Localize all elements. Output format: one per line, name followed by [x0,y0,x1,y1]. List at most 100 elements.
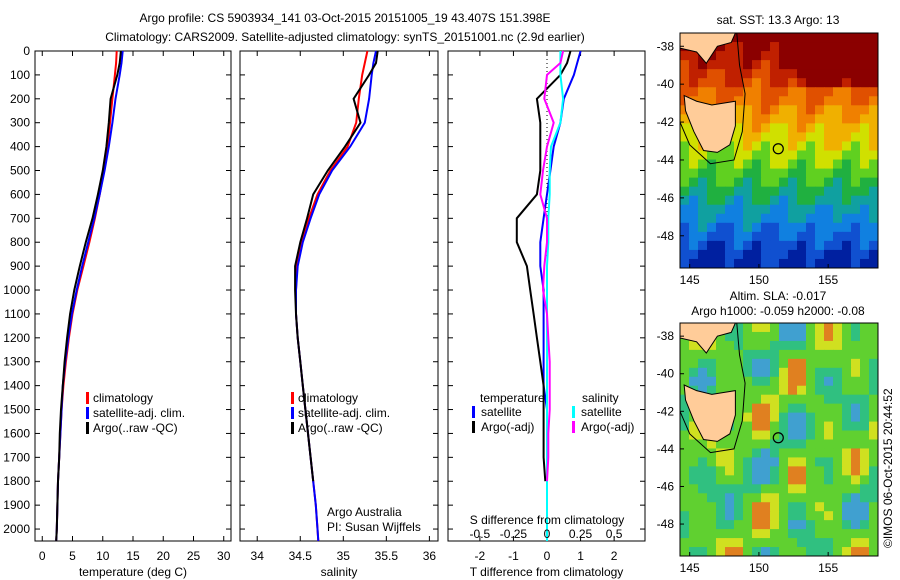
y-tick-label: 1800 [3,474,30,488]
map-cell [770,141,780,151]
y-tick-label: 1100 [4,307,30,321]
map-cell [734,403,744,414]
y-tick-label: 500 [10,164,30,178]
map-cell [752,358,762,369]
map-cell [698,240,708,251]
map-cell [797,69,807,79]
map-cell [716,493,726,503]
map-cell [689,421,699,432]
map-cell [770,538,780,548]
map-cell [806,249,816,260]
y-tick-label: 200 [10,92,30,106]
panel-3: -2 -1 0 1 2 T difference from climatology temp… [447,50,646,579]
map-cell [815,195,825,206]
map-cell [797,412,807,423]
map-cell [869,331,879,342]
map-cell [797,258,807,269]
map-cell [860,204,870,215]
map-cell [707,457,717,467]
map-cell [761,69,771,79]
map-cell [860,457,870,467]
map-cell [824,358,834,369]
map-cell [707,204,717,215]
map-cell [788,78,798,88]
y-tick-label: 600 [10,187,30,201]
map-cell [734,177,744,188]
map-cell [815,349,825,360]
map-cell [851,403,861,414]
map-cell [770,204,780,215]
map-cell [806,240,816,251]
map-cell [716,448,726,458]
map-cell [842,168,852,179]
map-cell [770,177,780,188]
map-cell [725,349,735,360]
map-cell [824,457,834,467]
map-cell [734,240,744,251]
map-cell [815,123,825,133]
map-cell [689,511,699,521]
map-cell [707,96,717,106]
map-cell [869,222,879,233]
map-cell [689,195,699,206]
map-cell [806,42,816,52]
map-cell [761,421,771,432]
map-cell [761,222,771,233]
map-cell [770,511,780,521]
map-cell [788,177,798,188]
map-cell [752,51,762,61]
map-cell [869,475,879,485]
map-cell [869,213,879,224]
map-cell [743,430,753,440]
series-climatology [295,50,369,542]
map-cell [824,69,834,79]
map-cell [734,412,744,423]
map-cell [824,186,834,197]
map-cell [842,159,852,170]
map-cell [815,105,825,115]
map-cell [689,358,699,369]
map-cell [743,60,753,70]
map-cell [860,475,870,485]
map-cell [797,439,807,449]
map-cell [869,177,879,188]
map-cell [815,132,825,142]
map-cell [779,105,789,115]
map-cell [788,502,798,512]
map-cell [779,132,789,142]
map-cell [842,240,852,251]
map-cell [833,412,843,423]
map-cell [860,96,870,106]
map-cell [752,403,762,414]
map-cell [833,394,843,405]
map-cell [860,367,870,378]
map-cell [761,33,771,43]
map-cell [797,493,807,503]
map-cell [851,195,861,206]
map-cell [860,394,870,405]
map-cell [734,105,744,115]
x-axis-label: temperature (deg C) [79,565,187,579]
map-cell [851,249,861,260]
series-s-argo-adj- [539,50,565,482]
map-cell [761,123,771,133]
map-cell [680,195,690,206]
map-cell [770,323,780,333]
series-satellite-adj-clim- [55,50,124,542]
map-cell [842,96,852,106]
map-cell [779,421,789,432]
map-cell [824,385,834,396]
map-cell [860,538,870,548]
map-cell [869,412,879,423]
map-cell [725,78,735,88]
map-cell [725,493,735,503]
map-cell [815,394,825,405]
tasmania [683,384,736,442]
map-cell [806,421,816,432]
map-cell [851,349,861,360]
map-cell [743,520,753,530]
map-cell [689,186,699,197]
map-cell [797,33,807,43]
map-cell [725,222,735,233]
map-cell [743,114,753,124]
